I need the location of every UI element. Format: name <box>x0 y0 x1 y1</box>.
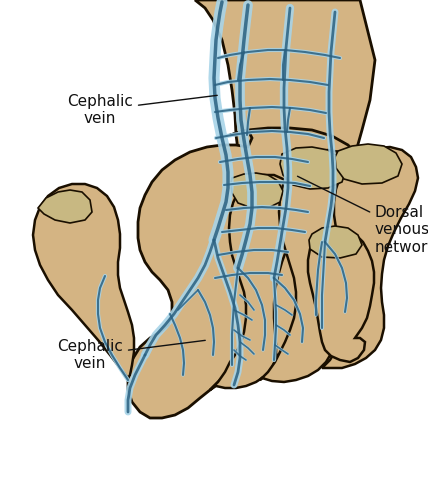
Polygon shape <box>231 173 283 208</box>
Polygon shape <box>335 144 402 184</box>
Polygon shape <box>309 226 362 258</box>
Polygon shape <box>260 150 362 382</box>
Polygon shape <box>128 128 372 418</box>
Polygon shape <box>308 228 374 362</box>
Text: Dorsal
venous
network: Dorsal venous network <box>297 176 428 255</box>
Text: Cephalic
vein: Cephalic vein <box>67 94 217 126</box>
Polygon shape <box>280 147 346 189</box>
Polygon shape <box>38 190 92 223</box>
Polygon shape <box>210 175 297 390</box>
Polygon shape <box>33 184 134 378</box>
Polygon shape <box>322 147 418 368</box>
Polygon shape <box>195 0 375 205</box>
Text: Cephalic
vein: Cephalic vein <box>57 339 205 371</box>
